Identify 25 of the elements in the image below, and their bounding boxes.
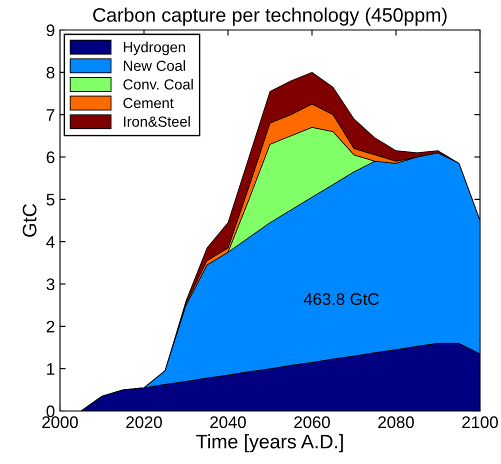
y-tick-label: 1 (47, 363, 54, 375)
chart-title: Carbon capture per technology (450ppm) (93, 8, 447, 26)
y-tick-label: 2 (46, 320, 54, 332)
legend-label: Iron&Steel (124, 116, 190, 127)
x-tick-label: 2080 (378, 416, 414, 428)
y-axis-title: GtC (22, 204, 36, 237)
y-tick-label: 7 (46, 109, 54, 121)
y-tick-label: 8 (46, 66, 54, 79)
y-tick-label: 9 (46, 24, 54, 36)
x-tick-label: 2060 (294, 416, 330, 428)
y-tick-label: 4 (46, 236, 55, 248)
x-tick-label: 2020 (126, 416, 162, 428)
y-tick-label: 0 (46, 405, 54, 418)
y-tick-label: 6 (46, 151, 54, 164)
x-tick-label: 2040 (210, 416, 246, 428)
annotation: 463.8 GtC (304, 293, 379, 305)
y-tick-label: 5 (46, 194, 54, 206)
y-tick-label: 3 (46, 278, 54, 290)
legend-label: Cement (123, 98, 174, 108)
legend-label: Conv. Coal (123, 78, 193, 90)
x-tick-label: 2100 (462, 416, 498, 428)
x-tick-label: 2000 (42, 416, 78, 428)
x-axis-title: Time [years A.D.] (196, 434, 343, 452)
legend-label: New Coal (124, 60, 185, 71)
legend-label: Hydrogen (124, 42, 185, 56)
